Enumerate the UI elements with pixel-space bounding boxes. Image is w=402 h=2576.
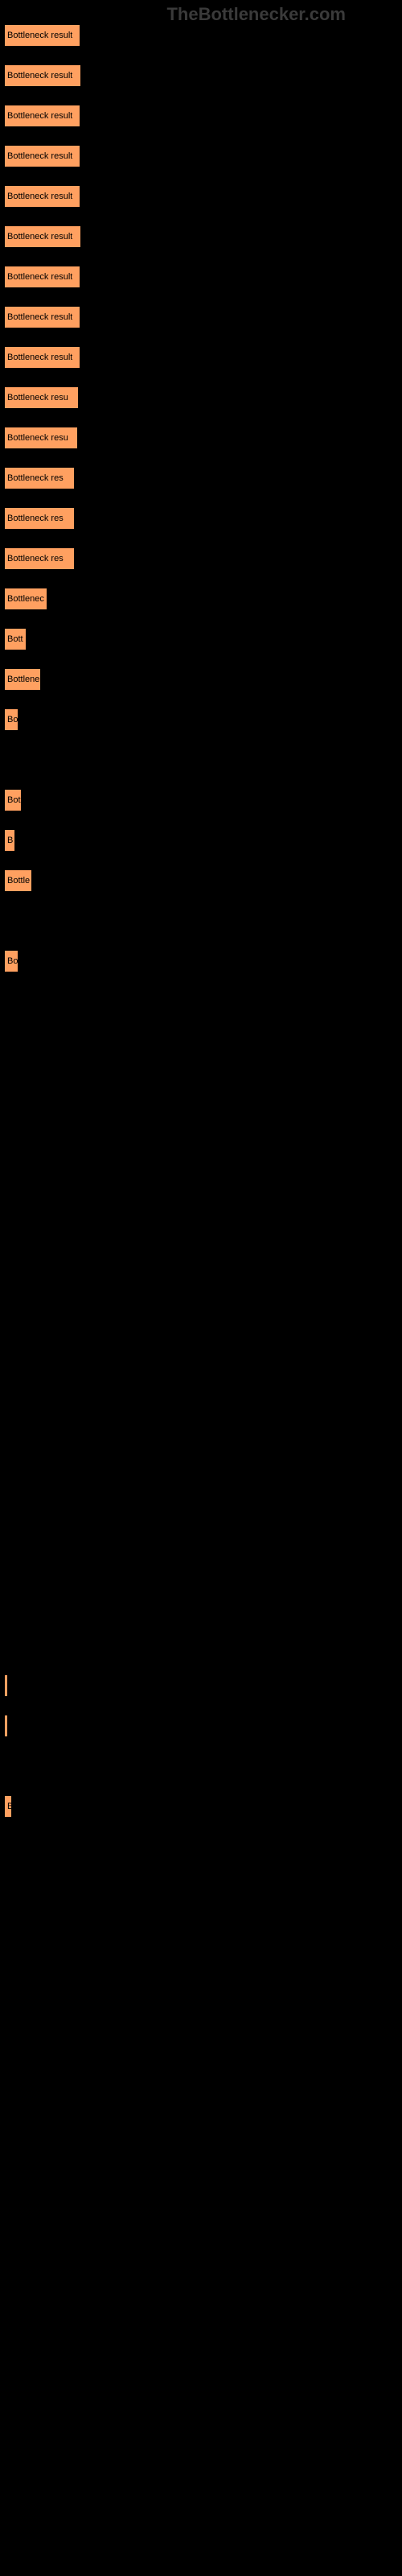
chart-bar: B (4, 829, 15, 852)
bar-label: Bot (7, 795, 21, 805)
chart-bar: Bottleneck resu (4, 427, 78, 449)
chart-bar: Bottleneck result (4, 24, 80, 47)
bar-label: Bottleneck result (7, 272, 72, 282)
chart-bar: Bo (4, 708, 18, 731)
bar-label: B (7, 1802, 11, 1811)
chart-bar: Bottleneck result (4, 185, 80, 208)
bar-label: Bottleneck result (7, 151, 72, 161)
bar-label: Bo (7, 715, 18, 724)
bar-label: Bottleneck res (7, 514, 64, 523)
bar-label: Bottle (7, 876, 30, 886)
bar-label: Bottlenec (7, 594, 44, 604)
chart-bar: B (4, 1795, 12, 1818)
chart-bar: Bottleneck result (4, 64, 81, 87)
chart-bar: Bottlenec (4, 588, 47, 610)
chart-bar: Bot (4, 789, 22, 811)
bar-label: Bott (7, 634, 23, 644)
chart-bar: Bo (4, 950, 18, 972)
bar-label: Bottlene (7, 675, 39, 684)
bar-label: Bottleneck result (7, 31, 72, 40)
bar-label: Bottleneck result (7, 353, 72, 362)
bar-label: Bottleneck resu (7, 393, 68, 402)
bar-label: Bottleneck resu (7, 433, 68, 443)
chart-bar: Bottleneck res (4, 507, 75, 530)
chart-bar: Bottleneck result (4, 225, 81, 248)
chart-bar: Bottleneck result (4, 346, 80, 369)
bar-label: Bottleneck result (7, 71, 72, 80)
bar-label: Bottleneck res (7, 554, 64, 564)
chart-bar: Bottleneck result (4, 306, 80, 328)
bar-label: Bottleneck result (7, 111, 72, 121)
chart-bar: Bottleneck result (4, 145, 80, 167)
watermark-text: TheBottlenecker.com (166, 4, 346, 25)
bar-label: Bottleneck result (7, 312, 72, 322)
chart-bar: Bottleneck result (4, 105, 80, 127)
bar-label: Bo (7, 956, 18, 966)
chart-bar (4, 1715, 8, 1737)
chart-bar: Bottleneck result (4, 266, 80, 288)
bar-label: B (7, 836, 13, 845)
chart-bar: Bottleneck res (4, 547, 75, 570)
bar-label: Bottleneck res (7, 473, 64, 483)
chart-bar: Bottlene (4, 668, 41, 691)
bar-label: Bottleneck result (7, 232, 72, 242)
bar-chart: Bottleneck result Bottleneck result Bottle… (4, 24, 100, 2568)
chart-bar: Bottleneck res (4, 467, 75, 489)
bar-label: Bottleneck result (7, 192, 72, 201)
chart-bar: Bottle (4, 869, 32, 892)
chart-bar (4, 1674, 8, 1697)
chart-bar: Bottleneck resu (4, 386, 79, 409)
chart-bar: Bott (4, 628, 27, 650)
